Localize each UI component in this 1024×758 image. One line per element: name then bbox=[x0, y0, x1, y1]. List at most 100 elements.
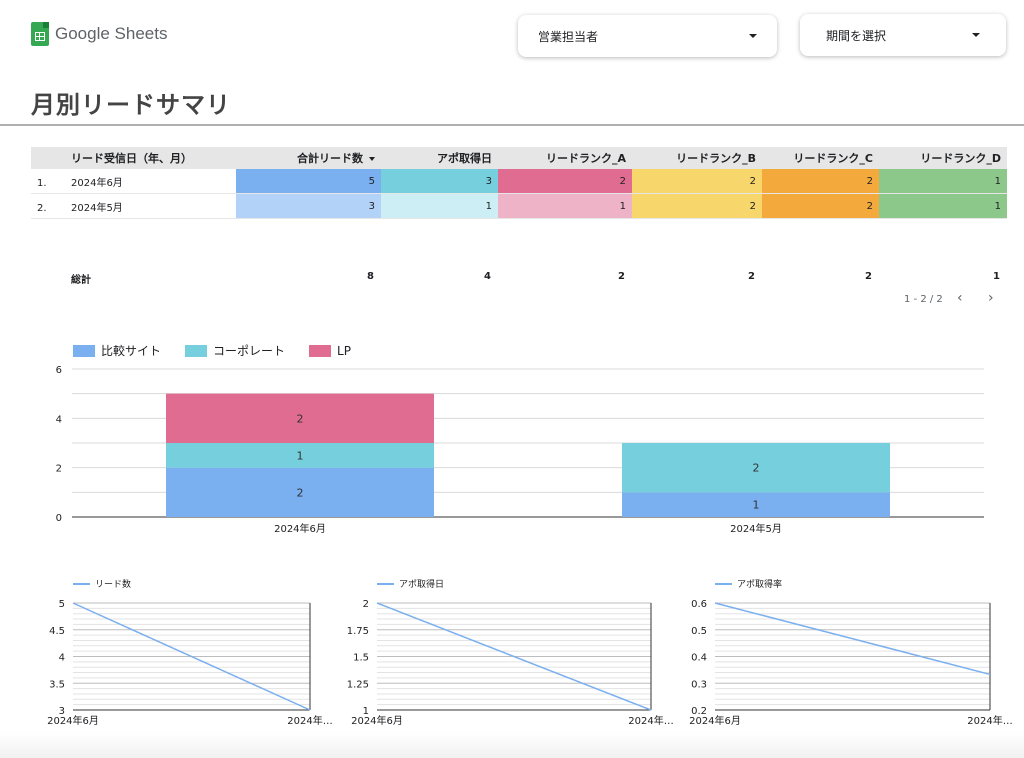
cell-appointments: 3 bbox=[381, 169, 498, 194]
data-label: 1 bbox=[297, 449, 304, 462]
y-tick-label: 3 bbox=[59, 706, 65, 717]
data-label: 2 bbox=[297, 486, 304, 499]
total-rank-d: 1 bbox=[993, 271, 1000, 282]
cell-rank-d: 1 bbox=[879, 169, 1007, 194]
y-tick-label: 0 bbox=[56, 513, 62, 524]
bar-segment bbox=[622, 443, 890, 493]
x-tick-label: 2024年… bbox=[628, 714, 673, 727]
series-line bbox=[72, 602, 311, 711]
column-header-total-leads[interactable]: 合計リード数 bbox=[236, 147, 381, 169]
table-row[interactable]: 1. 2024年6月 5 3 2 2 2 1 bbox=[31, 169, 1007, 194]
bar-segment bbox=[166, 443, 434, 468]
prev-page-button[interactable]: ‹ bbox=[957, 290, 963, 306]
legend-item[interactable]: LP bbox=[309, 342, 351, 359]
app-name: Google Sheets bbox=[55, 24, 168, 43]
totals-label: 総計 bbox=[71, 275, 91, 286]
bar-chart-legend: 比較サイト コーポレート LP bbox=[73, 342, 351, 359]
cell-rank-d: 1 bbox=[879, 193, 1007, 219]
cell-rank-c: 2 bbox=[762, 169, 879, 194]
y-tick-label: 0.3 bbox=[691, 679, 707, 690]
y-tick-label: 4.5 bbox=[49, 626, 65, 637]
series-line bbox=[376, 602, 652, 711]
legend-label: アポ取得日 bbox=[399, 578, 444, 590]
next-page-button[interactable]: › bbox=[988, 290, 994, 306]
sheets-icon bbox=[31, 22, 49, 46]
legend-swatch bbox=[309, 344, 332, 357]
y-tick-label: 1.5 bbox=[353, 653, 369, 664]
column-header-appointments[interactable]: アポ取得日 bbox=[381, 147, 498, 169]
cell-rank-c: 2 bbox=[762, 193, 879, 219]
legend-label: アポ取得率 bbox=[737, 578, 782, 590]
data-label: 1 bbox=[753, 499, 760, 512]
y-tick-label: 5 bbox=[59, 599, 65, 610]
legend-swatch bbox=[73, 344, 95, 357]
x-tick-label: 2024年5月 bbox=[730, 522, 782, 535]
y-tick-label: 1.25 bbox=[347, 679, 369, 690]
cell-rank-a: 2 bbox=[498, 169, 632, 194]
column-header-rank-d[interactable]: リードランク_D bbox=[879, 147, 1007, 169]
cell-total-leads: 3 bbox=[236, 193, 381, 219]
y-tick-label: 4 bbox=[56, 414, 62, 425]
y-tick-label: 3.5 bbox=[49, 679, 65, 690]
sort-desc-icon bbox=[369, 157, 375, 161]
x-tick-label: 2024年6月 bbox=[274, 522, 326, 535]
cell-rank-a: 1 bbox=[498, 193, 632, 219]
legend-item[interactable]: コーポレート bbox=[185, 342, 285, 359]
line-chart-leads: リード数 3 3.5 4 4.5 5 2024年6月 2024年… bbox=[47, 578, 333, 727]
bottom-fade bbox=[0, 732, 1024, 758]
data-label: 2 bbox=[297, 412, 304, 425]
x-tick-label: 2024年6月 bbox=[689, 714, 741, 727]
x-tick-label: 2024年… bbox=[287, 714, 332, 727]
y-tick-label: 0.4 bbox=[691, 653, 707, 664]
cell-total-leads: 5 bbox=[236, 169, 381, 194]
y-tick-label: 0.5 bbox=[691, 626, 707, 637]
cell-rank-b: 2 bbox=[632, 193, 762, 219]
y-tick-label: 1.75 bbox=[347, 626, 369, 637]
column-header-month[interactable]: リード受信日（年、月） bbox=[31, 147, 236, 169]
cell-rank-b: 2 bbox=[632, 169, 762, 194]
row-label: 2. 2024年5月 bbox=[31, 193, 236, 219]
sales-rep-dropdown[interactable]: 営業担当者 bbox=[518, 15, 777, 57]
period-dropdown[interactable]: 期間を選択 bbox=[800, 14, 1006, 56]
total-leads: 8 bbox=[367, 271, 374, 282]
period-dropdown-label: 期間を選択 bbox=[826, 28, 887, 43]
chevron-down-icon bbox=[972, 33, 980, 37]
table-row[interactable]: 2. 2024年5月 3 1 1 2 2 1 bbox=[31, 193, 1007, 219]
series-line bbox=[714, 602, 991, 676]
pager-status: 1 - 2 / 2 bbox=[904, 294, 943, 305]
legend-item[interactable]: 比較サイト bbox=[73, 342, 161, 359]
table-header-row: リード受信日（年、月） 合計リード数 アポ取得日 リードランク_A リードランク… bbox=[31, 147, 1007, 169]
divider bbox=[0, 124, 1024, 126]
column-header-rank-a[interactable]: リードランク_A bbox=[498, 147, 632, 169]
row-label: 1. 2024年6月 bbox=[31, 169, 236, 194]
total-appointments: 4 bbox=[484, 271, 491, 282]
y-tick-label: 2 bbox=[56, 464, 62, 475]
legend-label: リード数 bbox=[95, 578, 131, 590]
x-tick-label: 2024年6月 bbox=[47, 714, 99, 727]
y-tick-label: 1 bbox=[363, 706, 369, 717]
x-tick-label: 2024年6月 bbox=[351, 714, 403, 727]
lead-summary-table: リード受信日（年、月） 合計リード数 アポ取得日 リードランク_A リードランク… bbox=[31, 147, 1007, 219]
bar-segment bbox=[166, 393, 434, 443]
y-tick-label: 0.6 bbox=[691, 599, 707, 610]
y-tick-label: 6 bbox=[56, 365, 62, 376]
chevron-down-icon bbox=[749, 34, 757, 38]
total-rank-b: 2 bbox=[748, 271, 755, 282]
bar-segment bbox=[622, 492, 890, 517]
y-tick-label: 4 bbox=[59, 653, 65, 664]
line-chart-appointment-rate: アポ取得率 0.2 0.3 0.4 0.5 0.6 2024年6月 2024年… bbox=[689, 578, 1013, 727]
y-tick-label: 0.2 bbox=[691, 706, 707, 717]
line-chart-appointments: アポ取得日 1 1.25 1.5 1.75 2 2024年6月 2024年… bbox=[347, 578, 674, 727]
data-label: 2 bbox=[753, 462, 760, 475]
column-header-rank-c[interactable]: リードランク_C bbox=[762, 147, 879, 169]
sales-rep-dropdown-label: 営業担当者 bbox=[538, 29, 599, 44]
app-logo: Google Sheets bbox=[31, 22, 167, 46]
legend-swatch bbox=[185, 344, 208, 357]
column-header-rank-b[interactable]: リードランク_B bbox=[632, 147, 762, 169]
cell-appointments: 1 bbox=[381, 193, 498, 219]
stacked-bar-chart: 0 2 4 6 2 1 2 2024年6月 1 2 2024年5月 bbox=[56, 365, 984, 535]
bar-segment bbox=[166, 467, 434, 517]
total-rank-a: 2 bbox=[618, 271, 625, 282]
x-tick-label: 2024年… bbox=[967, 714, 1012, 727]
total-rank-c: 2 bbox=[865, 271, 872, 282]
